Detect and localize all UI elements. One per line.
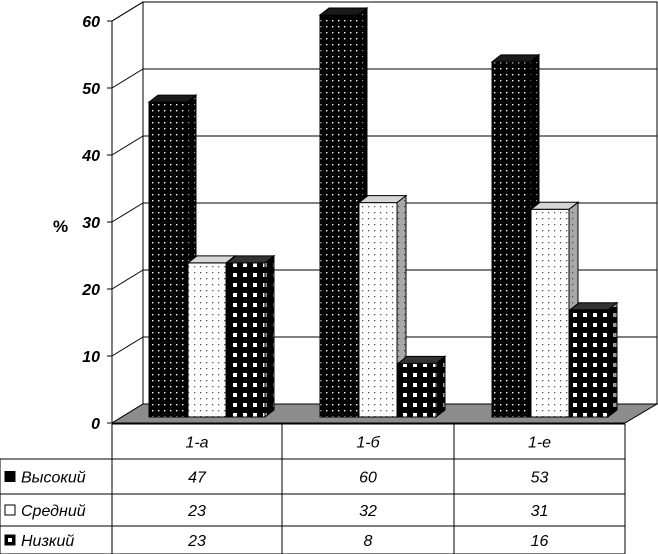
y-tick-label: 30 xyxy=(82,215,100,232)
data-value: 47 xyxy=(188,470,207,487)
gridline-side xyxy=(111,336,144,357)
gridline-side xyxy=(111,135,144,156)
data-table: 1-а 1-б 1-е Высокий 47 60 53 Средний 23 32 31 Низки… xyxy=(0,423,626,554)
legend-swatch xyxy=(4,504,16,516)
data-value: 31 xyxy=(531,503,549,520)
y-axis-label: % xyxy=(53,217,68,236)
y-tick-label: 60 xyxy=(82,14,100,31)
data-value: 60 xyxy=(359,470,377,487)
data-value: 8 xyxy=(364,533,373,550)
bars xyxy=(147,6,619,419)
data-value: 23 xyxy=(187,533,206,550)
bar xyxy=(147,94,198,419)
bar-front xyxy=(187,262,227,418)
bar-side xyxy=(435,355,446,419)
y-tick-label: 20 xyxy=(81,282,100,299)
y-tick-label: 10 xyxy=(82,349,100,366)
legend-entry: Средний xyxy=(21,503,86,520)
bar xyxy=(568,301,619,419)
bar-front xyxy=(358,202,398,418)
y-axis-ticks: 0 10 20 30 40 50 60 xyxy=(81,14,100,433)
bar-side xyxy=(264,254,275,419)
bar-top xyxy=(318,7,369,16)
legend-entry: Высокий xyxy=(21,470,86,487)
bar-top xyxy=(396,355,447,364)
y-tick-label: 50 xyxy=(82,81,100,98)
legend-entry: Низкий xyxy=(21,533,74,550)
bar-front xyxy=(397,362,437,418)
bar-front xyxy=(148,101,188,418)
category-label: 1-е xyxy=(528,435,551,452)
data-value: 53 xyxy=(531,470,549,487)
bar xyxy=(396,355,447,419)
bar xyxy=(357,194,408,419)
gridline-side xyxy=(111,202,144,223)
gridline-side xyxy=(111,269,144,290)
bar-top xyxy=(225,255,276,264)
gridline-side xyxy=(111,68,144,89)
data-value: 23 xyxy=(187,503,206,520)
gridline-side xyxy=(111,1,144,22)
y-tick-label: 0 xyxy=(91,416,100,433)
bar-side xyxy=(607,301,618,419)
bar-top xyxy=(186,255,237,264)
y-tick-label: 40 xyxy=(81,148,100,165)
bar-front xyxy=(226,262,266,418)
bar-front xyxy=(530,208,570,418)
bar-front xyxy=(319,14,359,418)
bar-top xyxy=(357,195,408,204)
bar-top xyxy=(147,94,198,103)
legend-swatch-inner xyxy=(8,538,12,542)
data-value: 32 xyxy=(359,503,377,520)
bar-front xyxy=(569,309,609,418)
bar-top xyxy=(490,54,541,63)
bar-top xyxy=(529,201,580,210)
data-value: 16 xyxy=(531,533,549,550)
bar-front xyxy=(491,61,531,418)
bar xyxy=(225,254,276,419)
category-label: 1-б xyxy=(356,435,380,452)
bar-top xyxy=(568,302,619,311)
legend-swatch xyxy=(4,471,16,482)
category-label: 1-а xyxy=(185,435,208,452)
